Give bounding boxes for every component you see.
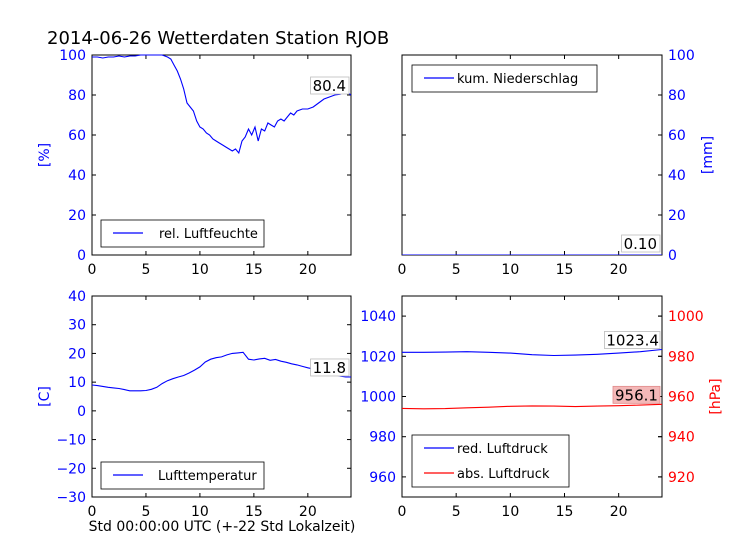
panel-temperature: 0 5 10 15 20 −30 −20 −10 0 10 20 30 40 [C] Lufttempera… — [37, 289, 352, 520]
y-tick-label: 20 — [68, 208, 86, 224]
figure-title: 2014-06-26 Wetterdaten Station RJOB — [47, 28, 389, 49]
y-tick-label: 20 — [68, 346, 86, 362]
legend-entry: Lufttemperatur — [158, 469, 257, 484]
x-tick-label: 20 — [299, 262, 317, 278]
value-label-box — [310, 76, 350, 95]
x-tick-label: 5 — [452, 262, 461, 278]
panel-precip: 0 5 10 15 20 0 20 40 60 80 100 [mm] kum. Niederschla… — [398, 48, 716, 278]
x-tick-label: 0 — [398, 262, 407, 278]
legend-entry: red. Luftdruck — [457, 442, 548, 457]
y-tick-label: 1000 — [360, 390, 396, 406]
legend-entry: rel. Luftfeuchte — [159, 227, 258, 242]
y-tick-label: 0 — [77, 248, 86, 264]
series-line-red-luftdruck — [402, 348, 662, 357]
legend: red. Luftdruck abs. Luftdruck — [411, 434, 570, 488]
x-tick-label: 20 — [610, 262, 628, 278]
plot-frame — [91, 54, 352, 256]
series-line-abs-luftdruck — [402, 403, 662, 410]
x-tick-label: 5 — [452, 504, 461, 520]
legend-box — [411, 434, 570, 488]
y-tick-label: 960 — [369, 470, 396, 486]
value-label-box — [612, 385, 661, 404]
y-tick-label: 980 — [369, 430, 396, 446]
y-axis-label: [%] — [37, 143, 53, 167]
value-label: 1023.4 — [606, 331, 659, 349]
x-tick-label: 15 — [245, 504, 263, 520]
y-tick-label: 0 — [77, 404, 86, 420]
x-tick-label: 15 — [556, 262, 574, 278]
x-axis-label: Std 00:00:00 UTC (+-22 Std Lokalzeit) — [89, 519, 356, 535]
series-line-rel-luftfeuchte — [92, 54, 351, 155]
series-line-lufttemperatur — [92, 351, 351, 392]
value-label: 0.10 — [624, 235, 657, 253]
value-label-box — [310, 358, 350, 377]
y-right-tick-label: 940 — [668, 430, 695, 446]
x-tick-label: 10 — [501, 262, 519, 278]
x-tick-label: 15 — [556, 504, 574, 520]
x-tick-label: 20 — [610, 504, 628, 520]
legend: Lufttemperatur — [100, 461, 265, 490]
y-right-tick-label: 960 — [668, 390, 695, 406]
y-right-tick-label: 920 — [668, 470, 695, 486]
x-tick-label: 10 — [501, 504, 519, 520]
y-right-axis-label: [hPa] — [708, 378, 724, 414]
y-tick-label: 10 — [68, 375, 86, 391]
x-tick-label: 5 — [141, 504, 150, 520]
plot-frame — [91, 295, 352, 498]
y-tick-label: 60 — [668, 128, 686, 144]
x-tick-label: 15 — [245, 262, 263, 278]
x-tick-label: 0 — [398, 504, 407, 520]
y-tick-label: 40 — [668, 168, 686, 184]
value-label: 11.8 — [313, 359, 346, 377]
y-tick-label: −30 — [56, 490, 86, 506]
y-tick-label: 20 — [668, 208, 686, 224]
value-label: 956.1 — [615, 386, 658, 404]
panel-humidity: 0 5 10 15 20 0 20 40 60 80 100 [%] rel. Luftfeuchte 8… — [37, 48, 352, 278]
y-tick-label: 60 — [68, 128, 86, 144]
legend-entry: abs. Luftdruck — [457, 467, 550, 482]
legend: kum. Niederschlag — [411, 64, 598, 93]
value-label: 80.4 — [313, 77, 346, 95]
x-tick-label: 0 — [88, 504, 97, 520]
y-tick-label: 40 — [68, 168, 86, 184]
y-axis-label: [mm] — [700, 136, 716, 174]
x-tick-label: 0 — [88, 262, 97, 278]
value-label-box — [621, 234, 661, 253]
x-tick-label: 10 — [191, 504, 209, 520]
value-label-box — [604, 331, 661, 349]
x-tick-label: 20 — [299, 504, 317, 520]
y-tick-label: 80 — [68, 88, 86, 104]
y-tick-label: 100 — [668, 48, 695, 64]
y-tick-label: 80 — [668, 88, 686, 104]
x-tick-label: 10 — [191, 262, 209, 278]
y-tick-label: −10 — [56, 433, 86, 449]
y-tick-label: 40 — [68, 289, 86, 305]
y-tick-label: 0 — [668, 248, 677, 264]
y-axis-label: [C] — [37, 386, 53, 407]
y-tick-label: −20 — [56, 461, 86, 477]
y-tick-label: 1020 — [360, 349, 396, 365]
y-tick-label: 100 — [59, 48, 86, 64]
legend: rel. Luftfeuchte — [100, 219, 265, 248]
y-tick-label: 30 — [68, 318, 86, 334]
y-right-tick-label: 1000 — [668, 309, 704, 325]
y-right-tick-label: 980 — [668, 349, 695, 365]
x-tick-label: 5 — [141, 262, 150, 278]
legend-entry: kum. Niederschlag — [457, 72, 578, 87]
y-tick-label: 1040 — [360, 309, 396, 325]
panel-pressure: 0 5 10 15 20 960 980 1000 1020 1040 920 940 960 980 10… — [360, 295, 724, 520]
